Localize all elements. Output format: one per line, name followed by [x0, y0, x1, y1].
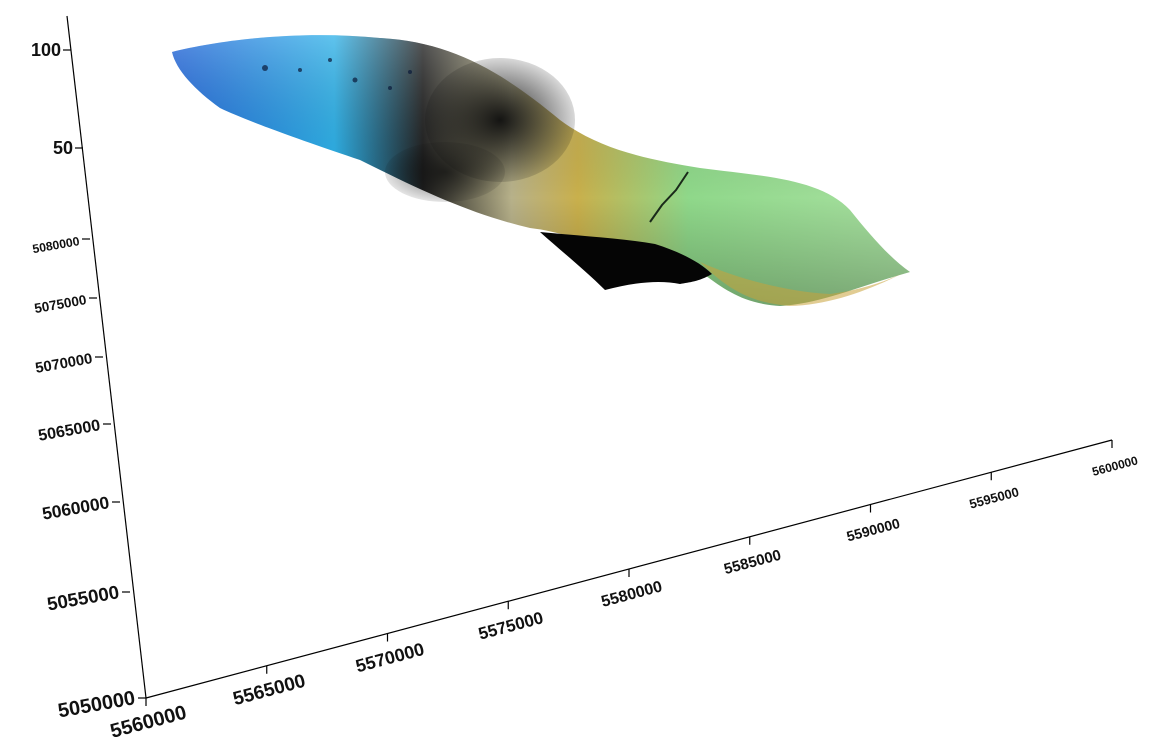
surface-speckles [262, 58, 412, 90]
x-tick-label: 5595000 [968, 484, 1021, 512]
y-tick-label: 5075000 [33, 292, 87, 316]
z-axis-ticks: 50 100 [31, 40, 83, 158]
y-tick-label: 5055000 [45, 581, 120, 614]
x-tick-label: 5565000 [231, 671, 308, 710]
y-tick-label: 5065000 [37, 416, 102, 445]
dark-ridge-2 [385, 142, 505, 202]
surface-lower-dark-face [540, 232, 712, 290]
axes-group [66, 15, 1113, 699]
x-tick-label: 5600000 [1091, 453, 1140, 479]
x-tick-label: 5590000 [845, 515, 902, 545]
y-tick-label: 5060000 [41, 492, 111, 523]
y-axis-ticks: 5050000505500050600005065000507000050750… [31, 234, 146, 722]
surface-mesh [172, 35, 910, 306]
z-tick-label: 100 [31, 40, 61, 60]
y-tick-label: 5070000 [34, 351, 94, 377]
x-tick-label: 5580000 [600, 578, 665, 611]
x-tick-label: 5575000 [476, 608, 545, 643]
y-tick-label: 5080000 [31, 234, 80, 256]
surface-crack [649, 171, 689, 223]
surface-lower-fold [700, 262, 905, 306]
x-tick-label: 5585000 [722, 547, 783, 578]
z-tick-label: 50 [53, 138, 73, 158]
x-tick-label: 5570000 [354, 639, 427, 676]
z-axis-line [66, 15, 147, 699]
x-axis-ticks: 5560000556500055700005575000558000055850… [108, 440, 1140, 743]
